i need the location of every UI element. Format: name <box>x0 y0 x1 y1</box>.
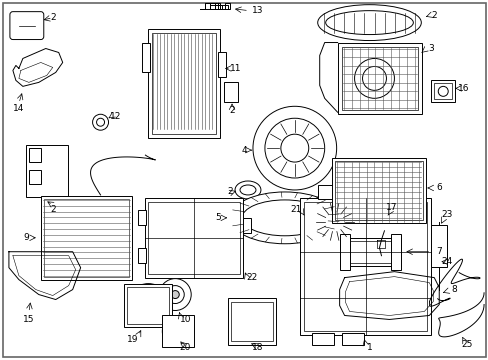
Circle shape <box>171 291 179 298</box>
Bar <box>243 218 250 233</box>
Text: 20: 20 <box>179 343 190 352</box>
Bar <box>145 198 243 278</box>
Bar <box>339 234 349 270</box>
Circle shape <box>314 202 354 242</box>
Text: 6: 6 <box>435 184 441 193</box>
Bar <box>331 158 426 223</box>
Text: 21: 21 <box>289 206 301 215</box>
Circle shape <box>239 309 264 334</box>
Ellipse shape <box>242 200 327 236</box>
Circle shape <box>92 114 108 130</box>
Bar <box>124 284 172 328</box>
Text: 25: 25 <box>461 340 472 349</box>
Bar <box>41 196 132 280</box>
Bar <box>390 234 401 270</box>
Text: 4: 4 <box>241 145 246 154</box>
Bar <box>142 42 150 72</box>
Circle shape <box>264 118 324 178</box>
Circle shape <box>362 67 386 90</box>
FancyBboxPatch shape <box>10 12 44 40</box>
Circle shape <box>437 86 447 96</box>
Text: 2: 2 <box>50 13 56 22</box>
Bar <box>317 185 347 199</box>
Bar <box>339 238 401 266</box>
Bar <box>341 46 417 110</box>
Ellipse shape <box>229 192 339 244</box>
Bar <box>148 202 240 274</box>
Text: 18: 18 <box>252 343 263 352</box>
Text: 13: 13 <box>252 6 263 15</box>
Bar <box>299 198 430 336</box>
Text: 1: 1 <box>366 343 372 352</box>
Bar <box>29 170 41 184</box>
Circle shape <box>159 279 191 310</box>
Circle shape <box>375 213 393 231</box>
Circle shape <box>326 214 342 230</box>
Bar <box>230 302 272 341</box>
Circle shape <box>142 300 154 311</box>
Bar <box>341 333 363 345</box>
Text: 19: 19 <box>126 335 138 344</box>
Ellipse shape <box>325 11 412 35</box>
Bar <box>138 248 146 263</box>
Circle shape <box>229 300 273 343</box>
Bar <box>342 241 398 263</box>
Bar <box>162 315 194 347</box>
Circle shape <box>96 118 104 126</box>
Bar <box>44 199 129 276</box>
Circle shape <box>169 323 187 340</box>
Text: 14: 14 <box>13 104 24 113</box>
Bar <box>311 333 333 345</box>
Text: 3: 3 <box>427 44 433 53</box>
Circle shape <box>304 192 364 252</box>
Text: 7: 7 <box>435 247 441 256</box>
Text: 2: 2 <box>227 188 232 197</box>
Text: 2: 2 <box>430 11 436 20</box>
Ellipse shape <box>240 185 255 195</box>
Text: 22: 22 <box>246 273 257 282</box>
Bar <box>138 210 146 225</box>
Text: 9: 9 <box>23 233 29 242</box>
Ellipse shape <box>317 5 421 41</box>
Bar <box>334 161 423 220</box>
Bar <box>224 82 238 102</box>
Bar <box>303 202 427 332</box>
Bar <box>218 53 225 77</box>
Bar <box>337 42 422 114</box>
Bar <box>152 32 216 134</box>
Text: 16: 16 <box>457 84 469 93</box>
Text: 2: 2 <box>229 106 234 115</box>
Circle shape <box>379 217 388 227</box>
Text: 12: 12 <box>110 112 121 121</box>
Circle shape <box>280 134 308 162</box>
Bar <box>430 225 447 267</box>
Ellipse shape <box>235 181 261 199</box>
Circle shape <box>126 284 170 328</box>
Circle shape <box>245 315 258 328</box>
Text: 17: 17 <box>385 203 396 212</box>
Bar <box>127 287 169 324</box>
Circle shape <box>166 285 184 303</box>
Bar <box>430 80 454 102</box>
Text: 10: 10 <box>179 315 191 324</box>
Text: 24: 24 <box>441 257 452 266</box>
Bar <box>26 145 67 197</box>
Text: 11: 11 <box>230 64 241 73</box>
Text: 15: 15 <box>23 315 35 324</box>
Circle shape <box>354 58 394 98</box>
Bar <box>433 84 451 99</box>
Text: 23: 23 <box>441 210 452 219</box>
Circle shape <box>252 106 336 190</box>
Bar <box>29 148 41 162</box>
Text: 2: 2 <box>50 206 56 215</box>
Circle shape <box>135 293 161 319</box>
Text: 5: 5 <box>215 213 221 222</box>
Text: 8: 8 <box>450 285 456 294</box>
Circle shape <box>162 315 194 347</box>
Bar <box>148 28 220 138</box>
Bar <box>227 298 275 345</box>
